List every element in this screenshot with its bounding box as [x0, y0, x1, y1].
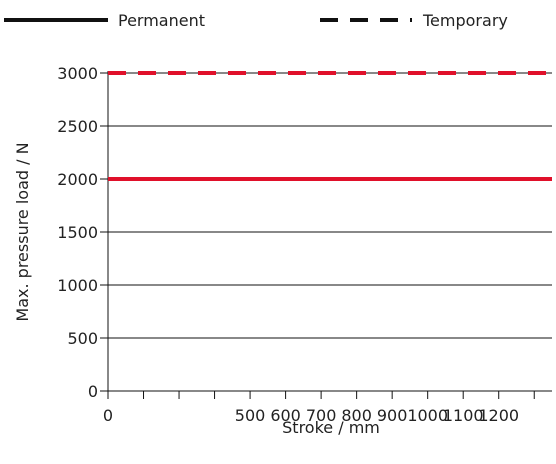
x-tick-label: 900 [377, 406, 408, 425]
axes [100, 71, 552, 399]
grid-lines [108, 72, 552, 339]
y-tick-label: 2000 [57, 170, 98, 189]
legend: Permanent Temporary [4, 11, 508, 30]
legend-label-permanent: Permanent [118, 11, 205, 30]
x-tick-label: 800 [341, 406, 372, 425]
y-tick-label: 500 [67, 329, 98, 348]
y-tick-label: 1000 [57, 276, 98, 295]
y-tick-label: 3000 [57, 64, 98, 83]
x-tick-label: 0 [103, 406, 113, 425]
x-tick-label: 700 [306, 406, 337, 425]
x-axis-title: Stroke / mm [282, 418, 380, 437]
y-axis-title: Max. pressure load / N [13, 142, 32, 321]
series-lines [108, 71, 552, 181]
x-ticks [107, 391, 535, 399]
x-tick-label: 1200 [478, 406, 519, 425]
x-tick-label: 1000 [407, 406, 448, 425]
legend-label-temporary: Temporary [422, 11, 508, 30]
x-tick-label: 500 [235, 406, 266, 425]
y-tick-label: 0 [88, 382, 98, 401]
x-tick-label: 1100 [443, 406, 484, 425]
y-tick-label: 1500 [57, 223, 98, 242]
x-tick-label: 600 [270, 406, 301, 425]
y-tick-label: 2500 [57, 117, 98, 136]
y-tick-labels: 0 500 1000 1500 2000 2500 3000 [57, 64, 98, 401]
